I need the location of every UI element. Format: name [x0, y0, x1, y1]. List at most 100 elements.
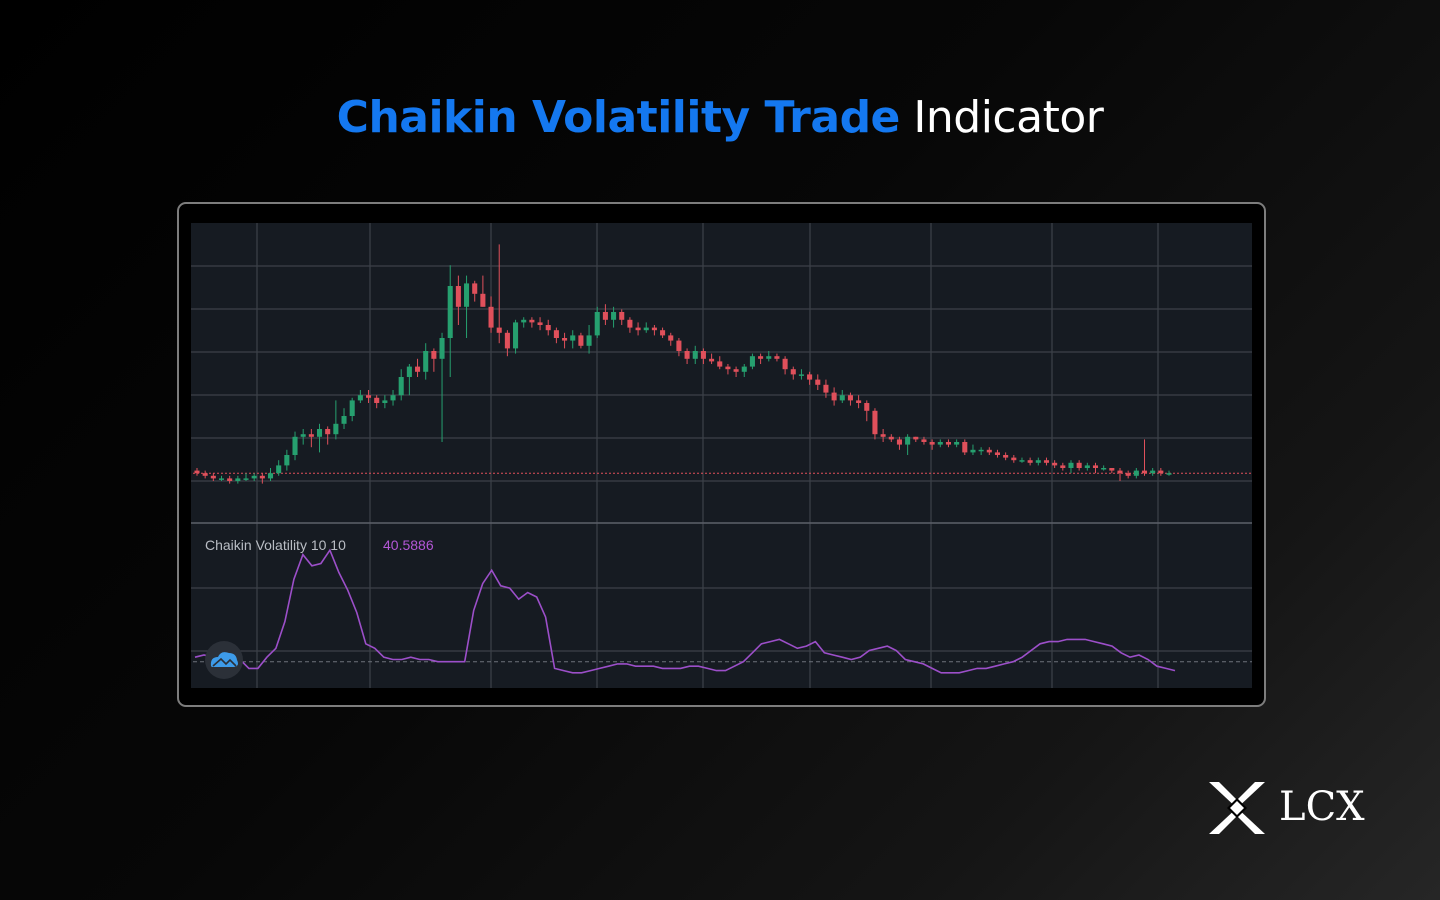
- candle-body: [880, 434, 886, 437]
- candle-body: [431, 351, 437, 359]
- candle-body: [406, 366, 412, 377]
- candle-body: [692, 351, 698, 359]
- candle-body: [553, 330, 559, 338]
- candle-body: [570, 335, 576, 341]
- candle-body: [1027, 460, 1033, 463]
- candle-body: [725, 366, 731, 370]
- candle-body: [537, 322, 543, 325]
- candle-body: [635, 327, 641, 331]
- candle-body: [1060, 465, 1066, 468]
- candle-body: [815, 379, 821, 385]
- chart-grid: [191, 223, 1252, 688]
- candle-body: [513, 322, 519, 349]
- candle-body: [423, 351, 429, 372]
- candle-body: [382, 400, 388, 403]
- candle-body: [464, 283, 470, 307]
- candle-body: [202, 473, 208, 476]
- candle-body: [259, 475, 265, 479]
- candle-body: [668, 335, 674, 341]
- candle-body: [316, 429, 323, 437]
- candle-body: [562, 338, 568, 341]
- candle-body: [831, 392, 837, 401]
- chart-frame: Chaikin Volatility 10 10 40.5886: [177, 202, 1266, 707]
- candle-body: [357, 395, 363, 401]
- candle-body: [929, 442, 935, 445]
- candle-body: [643, 327, 649, 331]
- candle-body: [308, 434, 314, 437]
- candle-body: [325, 429, 331, 435]
- candle-body: [267, 473, 274, 479]
- candle-body: [872, 410, 878, 435]
- candle-body: [1011, 457, 1017, 461]
- candle-body: [439, 338, 445, 359]
- candle-body: [741, 366, 747, 372]
- candle-body: [627, 319, 633, 328]
- candle-body: [994, 452, 1001, 455]
- lcx-mark-icon: [1209, 782, 1265, 834]
- candle-body: [700, 351, 706, 359]
- candle-body: [954, 442, 960, 445]
- candle-body: [1109, 468, 1115, 471]
- candle-body: [292, 436, 298, 455]
- candle-body: [194, 470, 200, 474]
- candle-body: [1158, 470, 1164, 474]
- candle-body: [888, 436, 894, 440]
- candle-body: [978, 449, 984, 452]
- candle-body: [1043, 460, 1050, 463]
- candle-body: [913, 436, 919, 440]
- candle-body: [578, 335, 584, 346]
- candle-body: [717, 361, 723, 367]
- page-title: Chaikin Volatility Trade Indicator: [0, 92, 1440, 143]
- mountain-icon: [212, 657, 237, 667]
- lcx-logo: LCX: [1205, 776, 1375, 840]
- candle-body: [611, 312, 617, 320]
- candle-body: [709, 358, 715, 362]
- candle-body: [488, 306, 494, 328]
- candle-body: [529, 319, 535, 323]
- candle-body: [782, 358, 788, 370]
- candle-body: [251, 475, 257, 479]
- candle-body: [472, 283, 478, 294]
- candle-body: [594, 312, 600, 336]
- candle-body: [733, 369, 739, 372]
- candle-body: [390, 395, 396, 401]
- candle-body: [962, 442, 968, 453]
- candle-body: [227, 478, 233, 481]
- chart-canvas[interactable]: Chaikin Volatility 10 10 40.5886: [179, 204, 1264, 705]
- candle-body: [480, 293, 486, 307]
- candle-body: [1133, 470, 1139, 476]
- candle-body: [684, 351, 690, 359]
- candle-body: [455, 286, 461, 307]
- candle-body: [905, 436, 911, 445]
- candle-body: [341, 416, 347, 424]
- candle-body: [758, 356, 764, 359]
- candle-body: [790, 369, 796, 375]
- candle-body: [774, 356, 780, 359]
- candle-body: [749, 356, 755, 367]
- candle-body: [300, 434, 306, 437]
- chaikin-volatility-line: [194, 548, 1176, 674]
- candle-body: [660, 330, 666, 336]
- candle-body: [349, 400, 355, 416]
- candle-body: [545, 325, 551, 331]
- candle-body: [284, 455, 290, 466]
- candle-body: [243, 478, 249, 480]
- candle-body: [651, 327, 657, 331]
- candle-body: [235, 478, 241, 481]
- candle-body: [945, 442, 951, 445]
- candle-body: [864, 403, 870, 411]
- candle-body: [921, 439, 927, 442]
- indicator-value-label: 40.5886: [383, 537, 434, 553]
- candle-body: [1084, 465, 1090, 468]
- brand-name: LCX: [1279, 784, 1365, 830]
- platform-logo[interactable]: [205, 641, 243, 679]
- candle-body: [1019, 460, 1025, 462]
- candle-body: [807, 374, 813, 380]
- title-highlight: Chaikin Volatility Trade: [336, 92, 901, 143]
- candle-body: [398, 377, 404, 396]
- candle-body: [504, 332, 510, 349]
- candle-body: [1076, 462, 1082, 468]
- candle-body: [798, 374, 804, 376]
- candle-body: [276, 465, 282, 474]
- candle-body: [856, 400, 862, 403]
